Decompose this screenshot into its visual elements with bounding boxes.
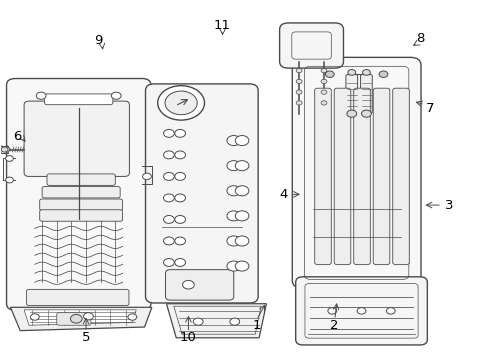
Text: 7: 7 bbox=[425, 102, 433, 115]
Circle shape bbox=[325, 71, 333, 77]
Circle shape bbox=[235, 236, 248, 246]
Circle shape bbox=[226, 135, 240, 145]
Circle shape bbox=[5, 156, 13, 161]
FancyBboxPatch shape bbox=[57, 313, 91, 325]
Polygon shape bbox=[166, 304, 266, 338]
Circle shape bbox=[346, 110, 356, 117]
Circle shape bbox=[321, 68, 326, 73]
Circle shape bbox=[163, 237, 174, 245]
Polygon shape bbox=[10, 307, 152, 330]
Circle shape bbox=[5, 177, 13, 183]
FancyBboxPatch shape bbox=[26, 289, 129, 306]
FancyBboxPatch shape bbox=[44, 94, 113, 105]
Circle shape bbox=[70, 315, 82, 323]
Circle shape bbox=[296, 68, 302, 73]
Circle shape bbox=[36, 92, 46, 99]
FancyBboxPatch shape bbox=[40, 210, 122, 221]
Circle shape bbox=[174, 194, 185, 202]
Circle shape bbox=[321, 101, 326, 105]
Circle shape bbox=[193, 318, 203, 325]
FancyBboxPatch shape bbox=[360, 75, 371, 113]
FancyBboxPatch shape bbox=[47, 174, 115, 185]
Text: 9: 9 bbox=[94, 33, 102, 47]
Circle shape bbox=[174, 237, 185, 245]
Text: 5: 5 bbox=[81, 331, 90, 344]
FancyBboxPatch shape bbox=[24, 101, 129, 176]
Text: 6: 6 bbox=[14, 130, 22, 144]
Circle shape bbox=[321, 90, 326, 94]
Polygon shape bbox=[24, 310, 136, 325]
Circle shape bbox=[164, 91, 197, 115]
FancyBboxPatch shape bbox=[40, 199, 122, 211]
Circle shape bbox=[1, 147, 8, 152]
FancyBboxPatch shape bbox=[295, 277, 427, 345]
Circle shape bbox=[296, 101, 302, 105]
FancyBboxPatch shape bbox=[353, 88, 369, 265]
Text: 8: 8 bbox=[415, 32, 424, 45]
Circle shape bbox=[321, 79, 326, 84]
Circle shape bbox=[163, 194, 174, 202]
Circle shape bbox=[163, 151, 174, 159]
Text: 3: 3 bbox=[444, 199, 452, 212]
Circle shape bbox=[347, 69, 355, 75]
Circle shape bbox=[163, 258, 174, 266]
Circle shape bbox=[83, 313, 93, 320]
Circle shape bbox=[327, 308, 336, 314]
Circle shape bbox=[111, 92, 121, 99]
Circle shape bbox=[296, 90, 302, 94]
Circle shape bbox=[235, 211, 248, 221]
Circle shape bbox=[226, 211, 240, 221]
Circle shape bbox=[182, 280, 194, 289]
Circle shape bbox=[174, 130, 185, 137]
Circle shape bbox=[163, 172, 174, 180]
FancyBboxPatch shape bbox=[392, 88, 408, 265]
Circle shape bbox=[174, 172, 185, 180]
Circle shape bbox=[229, 318, 239, 325]
Circle shape bbox=[174, 216, 185, 224]
Circle shape bbox=[378, 71, 387, 77]
FancyBboxPatch shape bbox=[333, 88, 350, 265]
Circle shape bbox=[226, 161, 240, 171]
FancyBboxPatch shape bbox=[372, 88, 389, 265]
FancyBboxPatch shape bbox=[165, 270, 233, 300]
FancyBboxPatch shape bbox=[279, 23, 343, 68]
Circle shape bbox=[158, 86, 204, 120]
Text: 4: 4 bbox=[279, 188, 287, 201]
Circle shape bbox=[235, 135, 248, 145]
Text: 1: 1 bbox=[252, 319, 261, 332]
Circle shape bbox=[361, 110, 370, 117]
Circle shape bbox=[226, 261, 240, 271]
FancyBboxPatch shape bbox=[314, 88, 330, 265]
Circle shape bbox=[163, 216, 174, 224]
FancyBboxPatch shape bbox=[345, 75, 357, 113]
Circle shape bbox=[174, 258, 185, 266]
Circle shape bbox=[226, 186, 240, 196]
Circle shape bbox=[235, 261, 248, 271]
Text: 11: 11 bbox=[214, 19, 231, 32]
Circle shape bbox=[30, 314, 39, 320]
Circle shape bbox=[296, 79, 302, 84]
Text: 10: 10 bbox=[180, 331, 197, 344]
Circle shape bbox=[235, 161, 248, 171]
Circle shape bbox=[163, 130, 174, 137]
Circle shape bbox=[174, 151, 185, 159]
Circle shape bbox=[235, 186, 248, 196]
Circle shape bbox=[362, 69, 369, 75]
Circle shape bbox=[142, 173, 151, 180]
Circle shape bbox=[386, 308, 394, 314]
FancyBboxPatch shape bbox=[292, 57, 420, 288]
FancyBboxPatch shape bbox=[42, 186, 120, 198]
Circle shape bbox=[128, 314, 137, 320]
FancyBboxPatch shape bbox=[6, 78, 151, 310]
Circle shape bbox=[356, 308, 365, 314]
Circle shape bbox=[226, 236, 240, 246]
Text: 2: 2 bbox=[330, 319, 338, 332]
FancyBboxPatch shape bbox=[145, 84, 258, 303]
